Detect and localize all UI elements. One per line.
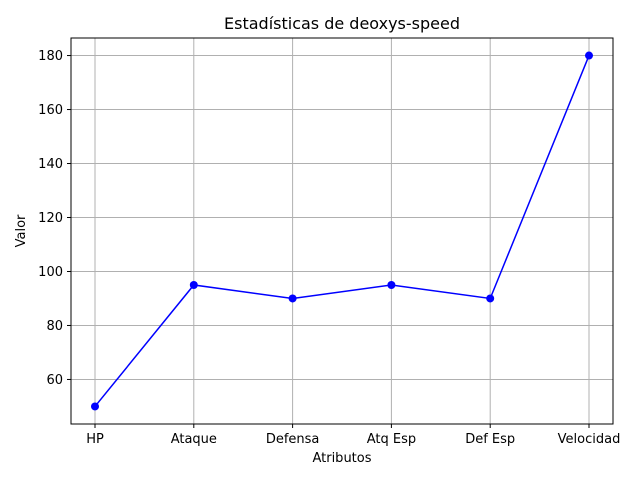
data-point	[387, 280, 396, 289]
data-point	[288, 294, 297, 303]
data-point	[585, 51, 593, 60]
axis-ticks: HP Ataque Defensa Atq Esp Def Esp Velocidad 60…	[38, 49, 620, 447]
data-point	[189, 280, 198, 289]
y-tick-label: 100	[38, 265, 63, 280]
y-tick-label: 180	[38, 49, 63, 64]
series-group	[91, 51, 593, 411]
plot-area-frame	[70, 37, 614, 425]
y-axis-label: Valor	[14, 214, 29, 247]
data-point	[91, 402, 99, 411]
y-tick-label: 140	[38, 157, 63, 172]
x-tick-label: Ataque	[171, 432, 217, 447]
grid	[71, 38, 613, 424]
y-tick-label: 160	[38, 103, 63, 118]
data-point	[486, 294, 495, 303]
x-tick-label: HP	[86, 432, 104, 447]
x-tick-label: Atq Esp	[367, 432, 416, 447]
x-tick-label: Defensa	[266, 432, 320, 447]
x-tick-label: Def Esp	[465, 432, 515, 447]
series-line	[94, 55, 590, 407]
chart-title: Estadísticas de deoxys-speed	[224, 14, 460, 33]
x-tick-label: Velocidad	[558, 432, 621, 447]
x-axis-label: Atributos	[312, 451, 371, 466]
y-tick-label: 120	[38, 211, 63, 226]
y-tick-label: 60	[46, 373, 63, 388]
y-tick-label: 80	[46, 319, 63, 334]
